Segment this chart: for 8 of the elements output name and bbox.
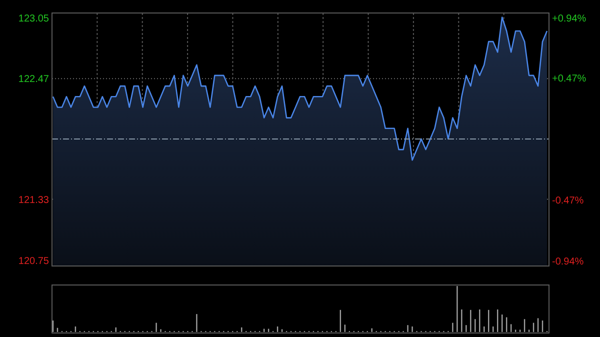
y-tick-label: 122.47 xyxy=(18,74,50,86)
y2-tick-label: -0.47% xyxy=(552,195,584,206)
y2-tick-label: +0.47% xyxy=(552,73,586,84)
y-tick-label: 121.33 xyxy=(18,194,50,206)
y-tick-label: 123.05 xyxy=(18,14,50,24)
y-tick-label: 120.75 xyxy=(18,256,50,268)
y2-tick-label: -0.94% xyxy=(552,256,584,268)
y2-tick-label: +0.94% xyxy=(552,14,586,24)
